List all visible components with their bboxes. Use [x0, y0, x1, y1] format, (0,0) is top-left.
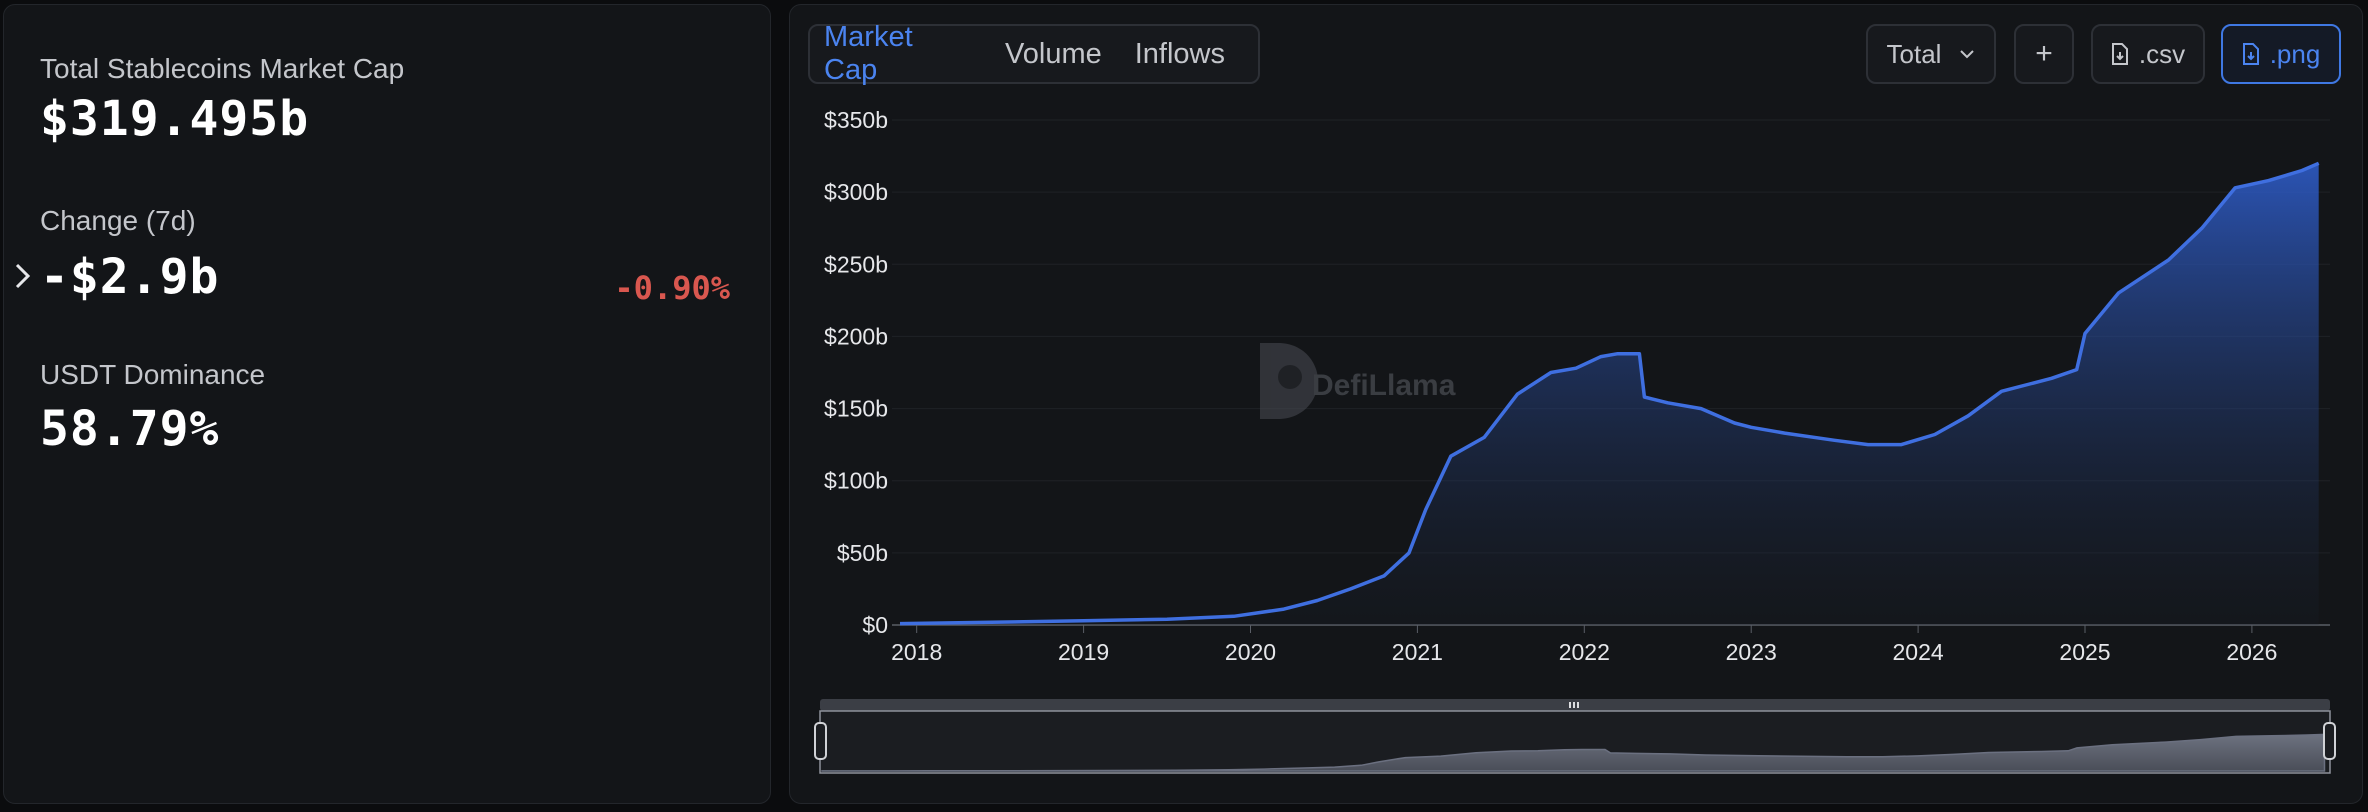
x-tick-label: 2026 — [2226, 639, 2277, 665]
tab-volume[interactable]: Volume — [1005, 37, 1102, 70]
change-percent: -0.90% — [614, 269, 730, 307]
image-download-icon — [2242, 43, 2259, 65]
y-tick-label: $0 — [862, 612, 888, 638]
change-value: -$2.9b — [40, 249, 220, 305]
slider-handle-right[interactable] — [2323, 722, 2336, 760]
png-download-button[interactable]: .png — [2221, 24, 2341, 84]
x-axis: 2018 2019 2020 2021 2022 2023 2024 2025 2026 — [891, 625, 2277, 665]
y-tick-label: $50b — [837, 540, 888, 566]
total-select-value: Total — [1886, 38, 1942, 69]
tab-market-cap[interactable]: Market Cap — [824, 21, 913, 86]
x-tick-label: 2021 — [1392, 639, 1443, 665]
total-select[interactable]: Total — [1866, 24, 1996, 84]
market-cap-chart[interactable]: $0 $50b $100b $150b $200b $250b $300b $350b 201… — [790, 5, 2364, 805]
market-cap-label: Total Stablecoins Market Cap — [40, 53, 405, 84]
x-tick-label: 2022 — [1559, 639, 1610, 665]
csv-download-button[interactable]: .csv — [2091, 24, 2205, 84]
change-label: Change (7d) — [40, 205, 196, 236]
chevron-right-icon[interactable] — [12, 259, 34, 293]
chevron-down-icon — [1960, 50, 1975, 59]
x-tick-label: 2024 — [1893, 639, 1944, 665]
x-tick-label: 2023 — [1726, 639, 1777, 665]
add-button[interactable]: + — [2014, 24, 2074, 84]
market-cap-area — [900, 163, 2319, 626]
plus-icon: + — [2035, 37, 2053, 70]
mini-overview-area — [821, 733, 2326, 772]
dominance-label: USDT Dominance — [40, 359, 266, 390]
y-tick-label: $100b — [824, 468, 888, 494]
chart-tabs: Market Cap Volume Inflows — [808, 21, 1260, 86]
x-tick-label: 2020 — [1225, 639, 1276, 665]
chart-panel: Market Cap Volume Inflows Total + .csv .… — [789, 4, 2363, 804]
dominance-value: 58.79% — [40, 401, 220, 457]
range-slider[interactable] — [814, 699, 2336, 774]
slider-handle-left[interactable] — [814, 722, 827, 760]
file-download-icon — [2111, 43, 2128, 65]
x-tick-label: 2025 — [2059, 639, 2110, 665]
png-label: .png — [2269, 38, 2321, 69]
slider-grip-icon[interactable] — [1569, 702, 1579, 708]
y-tick-label: $300b — [824, 179, 888, 205]
market-cap-line — [899, 161, 2320, 626]
y-tick-label: $200b — [824, 323, 888, 349]
y-axis: $0 $50b $100b $150b $200b $250b $300b $350b — [824, 107, 888, 638]
tab-inflows[interactable]: Inflows — [1134, 37, 1225, 70]
x-tick-label: 2019 — [1058, 639, 1109, 665]
market-cap-value: $319.495b — [40, 91, 310, 147]
csv-label: .csv — [2138, 38, 2186, 69]
y-tick-label: $350b — [824, 107, 888, 133]
y-tick-label: $250b — [824, 251, 888, 277]
watermark-text: DefiLlama — [1312, 369, 1456, 402]
summary-panel: Total Stablecoins Market Cap $319.495b C… — [3, 4, 771, 804]
watermark: DefiLlama — [1260, 343, 1456, 419]
y-tick-label: $150b — [824, 396, 888, 422]
x-tick-label: 2018 — [891, 639, 942, 665]
